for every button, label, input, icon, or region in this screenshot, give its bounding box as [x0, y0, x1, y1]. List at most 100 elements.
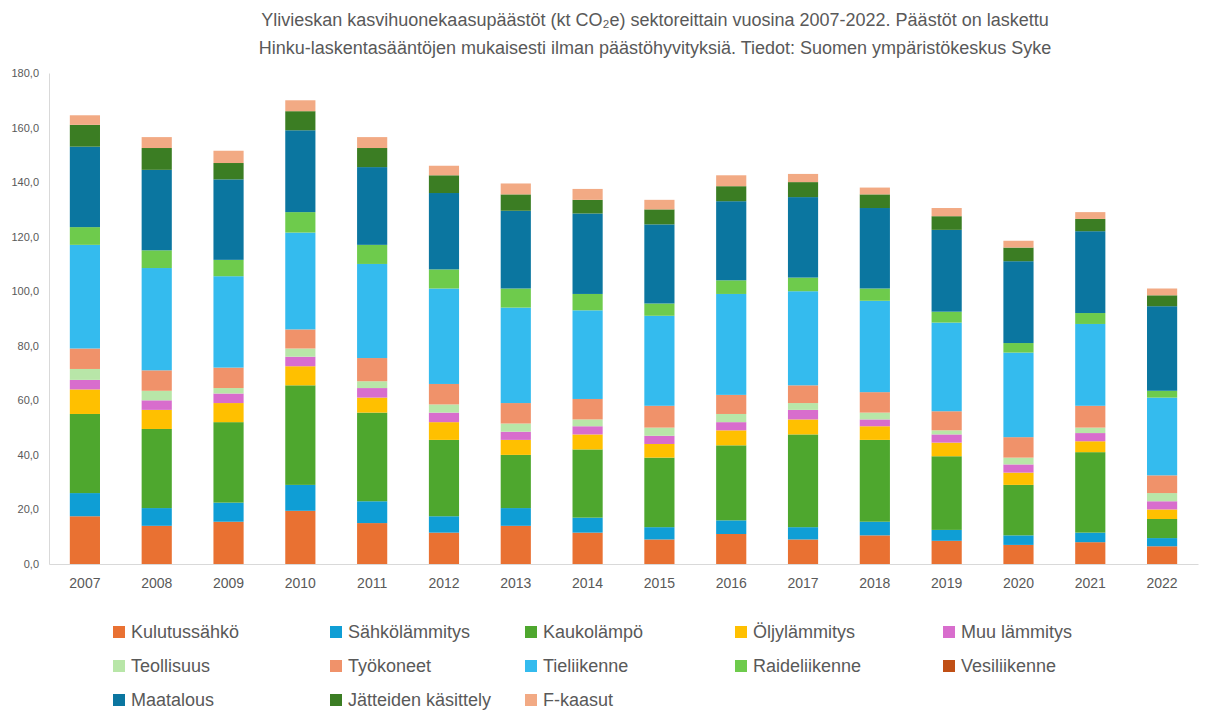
legend-item: Kaukolämpö [525, 622, 643, 642]
legend-swatch [525, 626, 537, 638]
bar-segment [932, 443, 962, 457]
bar-segment [1003, 485, 1033, 535]
legend-item: Tieliikenne [525, 656, 628, 676]
legend-label: Kaukolämpö [543, 622, 643, 642]
legend-swatch [330, 660, 342, 672]
y-tick-label: 120,0 [11, 231, 39, 243]
x-tick: 2009 [213, 564, 244, 591]
bar-segment [1075, 542, 1105, 564]
bar-segment [932, 541, 962, 564]
bar-segment [788, 527, 818, 539]
y-tick: 40,0 [18, 449, 49, 461]
x-axis: 2007200820092010201120122013201420152016… [50, 564, 1199, 591]
legend-label: Kulutussähkö [131, 622, 239, 642]
legend-item: F-kaasut [525, 690, 613, 710]
x-tick: 2008 [141, 564, 172, 591]
bar-segment [357, 523, 387, 564]
bar-segment [357, 398, 387, 413]
y-tick: 140,0 [11, 176, 49, 188]
bar-segment [1147, 295, 1177, 306]
bar-segment [1075, 313, 1105, 324]
bar-segment [716, 395, 746, 414]
x-tick-label: 2022 [1147, 575, 1178, 591]
bar-segment [1003, 353, 1033, 438]
bar-segment [285, 212, 315, 232]
bar-segment [788, 539, 818, 564]
bar-segment [357, 358, 387, 381]
y-tick-label: 0,0 [24, 558, 39, 570]
bar-segment [1147, 538, 1177, 546]
bar-segment [860, 301, 890, 392]
bar-segment [644, 527, 674, 539]
bar-segment [429, 516, 459, 532]
y-tick: 120,0 [11, 231, 49, 243]
legend-item: Öljylämmitys [735, 622, 855, 642]
bar-segment [716, 430, 746, 445]
bar-segment [932, 208, 962, 216]
bar-segment [429, 440, 459, 516]
legend-label: Teollisuus [131, 656, 210, 676]
bar-segment [716, 414, 746, 422]
y-tick-label: 160,0 [11, 122, 39, 134]
bar-segment [142, 410, 172, 429]
y-tick-label: 140,0 [11, 176, 39, 188]
x-tick-label: 2018 [859, 575, 890, 591]
legend-swatch [113, 694, 125, 706]
bar-segment [716, 201, 746, 280]
y-tick: 80,0 [18, 340, 49, 352]
bar-segment [142, 370, 172, 390]
series [70, 111, 1177, 306]
bar-segment [213, 151, 243, 163]
bar-segment [70, 493, 100, 516]
bar-segment [357, 167, 387, 245]
bar-segment [573, 399, 603, 419]
bar-segment [573, 213, 603, 293]
title: Ylivieskan kasvihuonekaasupäästöt (kt CO… [259, 10, 1051, 58]
legend-item: Maatalous [113, 690, 214, 710]
x-tick-label: 2019 [931, 575, 962, 591]
bar-segment [142, 250, 172, 268]
bar-segment [213, 276, 243, 367]
bar-segment [357, 264, 387, 358]
x-tick-label: 2008 [141, 575, 172, 591]
bar-segment [788, 385, 818, 403]
x-tick: 2022 [1147, 564, 1178, 591]
bar-segment [142, 391, 172, 401]
bar-segment [788, 419, 818, 434]
bar-segment [213, 394, 243, 404]
y-tick: 100,0 [11, 285, 49, 297]
bar-segment [501, 432, 531, 440]
bar-segment [213, 503, 243, 522]
bar-segment [142, 148, 172, 170]
legend-label: Tieliikenne [543, 656, 628, 676]
x-tick-label: 2012 [428, 575, 459, 591]
bar-segment [285, 385, 315, 485]
bar-segment [1075, 324, 1105, 406]
bar-segment [70, 414, 100, 493]
x-tick-label: 2014 [572, 575, 603, 591]
bar-segment [285, 111, 315, 130]
legend-item: Teollisuus [113, 656, 210, 676]
bar-segment [932, 456, 962, 530]
bar-segment [1003, 464, 1033, 472]
bar-segment [716, 294, 746, 395]
bar-segment [788, 197, 818, 277]
bar-segment [716, 186, 746, 201]
bar-segment [70, 147, 100, 227]
bar-segment [932, 434, 962, 442]
legend-item: Työkoneet [330, 656, 431, 676]
x-tick-label: 2010 [285, 575, 316, 591]
bar-segment [501, 403, 531, 423]
y-tick-label: 180,0 [11, 67, 39, 79]
bar-segment [716, 175, 746, 186]
bar-segment [860, 413, 890, 420]
bar-segment [644, 406, 674, 428]
legend-swatch [525, 660, 537, 672]
bar-segment [142, 170, 172, 250]
bar-segment [644, 209, 674, 224]
x-tick: 2012 [428, 564, 459, 591]
bar-segment [501, 440, 531, 455]
series [70, 130, 1177, 391]
bar-segment [285, 329, 315, 348]
bar-segment [501, 211, 531, 289]
